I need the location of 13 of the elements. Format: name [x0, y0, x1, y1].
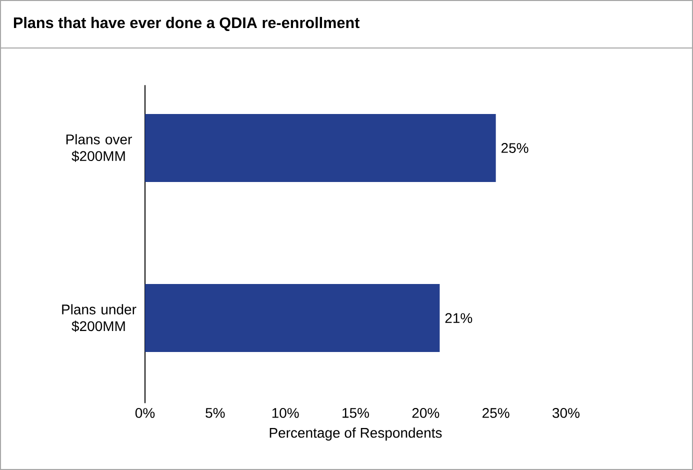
x-tick-label: 0%	[135, 408, 155, 418]
x-tick-label: 5%	[206, 408, 225, 418]
x-tick-label: 25%	[482, 408, 510, 418]
x-tick-label: 20%	[412, 408, 440, 418]
x-tick-label: 10%	[272, 408, 299, 418]
y-tick-label: Plans under $200MM	[62, 304, 136, 332]
data-label: 25%	[501, 143, 528, 153]
chart-title: Plans that have ever done a QDIA re-enrollment	[14, 16, 360, 32]
y-tick-label: Plans over $200MM	[66, 134, 132, 162]
x-tick-label: 15%	[342, 408, 369, 418]
x-axis-title: Percentage of Respondents	[270, 428, 442, 441]
x-tick-label: 30%	[552, 408, 580, 418]
data-label: 21%	[445, 313, 472, 323]
